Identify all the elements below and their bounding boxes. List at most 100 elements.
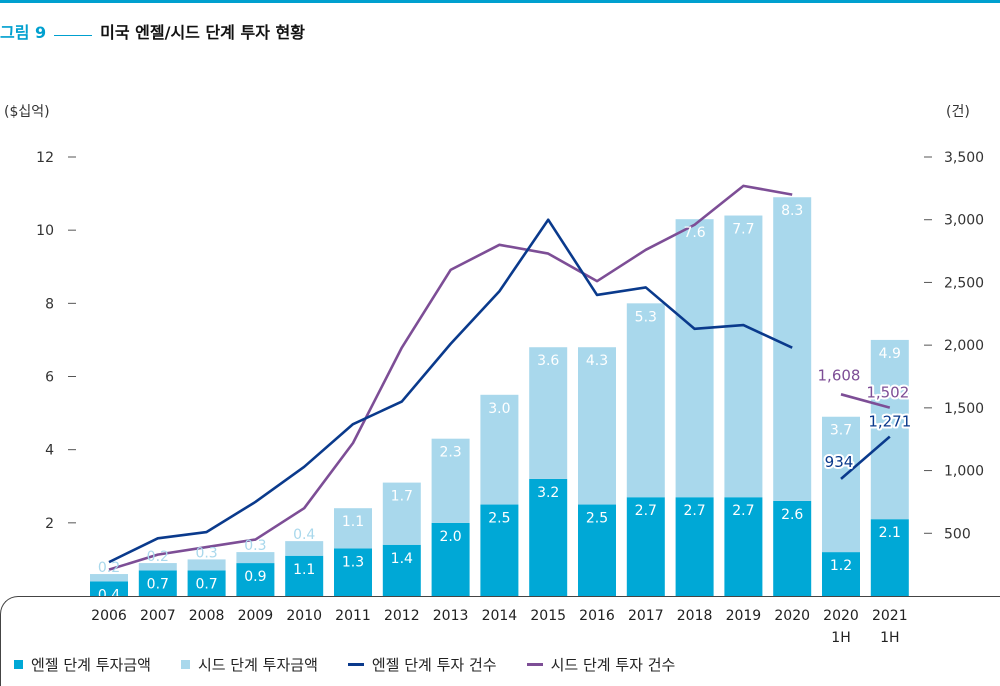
angel-count-label-2020-1h-halo: 934 <box>825 453 854 471</box>
data-label-seed-amount: 0.2 <box>98 560 120 576</box>
data-label-seed-amount: 0.2 <box>147 549 169 565</box>
bar-seed-amount <box>870 339 909 520</box>
data-label-angel-amount: 2.0 <box>439 529 461 545</box>
bar-angel-amount <box>773 500 812 596</box>
data-label-angel-amount: 0.4 <box>98 587 120 603</box>
bar-angel-amount <box>724 497 763 596</box>
data-label-seed-amount: 1.1 <box>342 514 364 530</box>
data-label-angel-amount: 2.5 <box>586 511 608 527</box>
x-axis-tick-label: 2016 <box>579 608 615 624</box>
legend-item-angel-amount: 엔젤 단계 투자금액 <box>14 654 151 675</box>
data-label-angel-amount: 1.3 <box>342 554 364 570</box>
legend-item-seed-amount: 시드 단계 투자금액 <box>180 654 318 675</box>
figure-title: 미국 엔젤/시드 단계 투자 현황 <box>100 23 305 42</box>
legend-label: 시드 단계 투자금액 <box>197 656 318 674</box>
right-axis-unit: (건) <box>946 104 970 120</box>
axes: 2 4 6 8 10 12 500 1,000 1,500 2,000 2,500 3,000 3,50… <box>36 150 984 646</box>
bar-seed-amount <box>773 197 812 501</box>
bar-angel-amount <box>431 522 470 596</box>
bar-angel-amount <box>529 478 568 596</box>
data-label-seed-amount: 0.3 <box>195 545 217 561</box>
left-axis-tick-label: 6 <box>45 370 54 386</box>
data-label-angel-amount: 1.1 <box>293 562 315 578</box>
bar-angel-amount <box>90 581 128 596</box>
x-axis-tick-label: 2020 <box>774 608 810 624</box>
legend-swatch <box>347 663 364 666</box>
data-label-angel-amount: 1.2 <box>830 558 852 574</box>
bar-angel-amount <box>187 570 226 596</box>
data-label-seed-amount: 0.4 <box>293 527 315 543</box>
data-label-seed-amount: 7.6 <box>683 225 705 241</box>
angel-count-label-2021-1h-halo: 1,271 <box>868 413 911 431</box>
seed-count-label-2020-1h-halo: 1,608 <box>818 366 861 384</box>
x-axis-tick-label: 2006 <box>91 608 127 624</box>
angel-count-line-half-year <box>840 435 891 480</box>
left-axis-unit: ($십억) <box>4 104 50 120</box>
data-label-angel-amount: 2.7 <box>683 503 705 519</box>
right-axis-tick-label: 1,000 <box>944 464 984 480</box>
figure-header: 그림 9 미국 엔젤/시드 단계 투자 현황 <box>0 18 305 44</box>
right-axis-tick-label: 3,000 <box>944 213 984 229</box>
data-label-angel-amount: 0.7 <box>147 576 169 592</box>
bar-angel-amount <box>334 548 372 596</box>
data-label-seed-amount: 1.7 <box>391 489 413 505</box>
right-axis-tick-label: 500 <box>944 526 971 542</box>
figure-number: 그림 9 <box>0 23 47 42</box>
seed-count-label-2020-1h: 1,608 <box>818 366 861 384</box>
legend-item-seed-count: 시드 단계 투자 건수 <box>526 654 675 675</box>
x-axis-tick-label: 1H <box>831 630 850 646</box>
bar-seed-amount <box>236 552 275 564</box>
data-label-angel-amount: 2.7 <box>635 503 657 519</box>
bar-seed-amount <box>529 347 568 479</box>
data-label-angel-amount: 1.4 <box>391 551 413 567</box>
bar-seed-amount <box>431 438 470 523</box>
bar-seed-amount <box>382 482 421 545</box>
left-axis-tick-label: 4 <box>45 443 54 459</box>
seed-count-line-half-year <box>840 393 891 409</box>
angel-count-label-2020-1h: 934 <box>825 453 854 471</box>
data-label-seed-amount: 3.7 <box>830 423 852 439</box>
angel-count-label-2021-1h: 1,271 <box>868 413 911 431</box>
x-axis-tick-label: 2007 <box>140 608 176 624</box>
bar-seed-amount <box>626 303 665 498</box>
right-axis-tick-label: 1,500 <box>944 401 984 417</box>
x-axis-tick-label: 2015 <box>530 608 566 624</box>
data-label-angel-amount: 2.7 <box>732 503 754 519</box>
lines <box>108 184 891 571</box>
bar-seed-amount <box>724 215 763 498</box>
bar-seed-amount <box>334 508 372 549</box>
right-axis-tick-label: 2,000 <box>944 338 984 354</box>
data-label-seed-amount: 4.3 <box>586 353 608 369</box>
x-axis-tick-label: 2011 <box>335 608 371 624</box>
data-label-angel-amount: 2.1 <box>879 525 901 541</box>
angel-count-line <box>108 218 793 564</box>
data-label-seed-amount: 7.7 <box>732 222 754 238</box>
legend: 엔젤 단계 투자금액 시드 단계 투자금액 엔젤 단계 투자 건수 시드 단계 … <box>14 654 705 675</box>
seed-count-label-2021-1h-halo: 1,502 <box>866 384 909 402</box>
bar-seed-amount <box>480 394 519 505</box>
data-label-angel-amount: 2.6 <box>781 507 803 523</box>
bar-seed-amount <box>675 219 714 498</box>
bar-angel-amount <box>822 552 860 596</box>
bar-angel-amount <box>626 497 665 596</box>
data-label-angel-amount: 2.5 <box>488 511 510 527</box>
left-axis-tick-label: 12 <box>36 150 54 166</box>
legend-swatch <box>180 660 190 669</box>
x-axis-tick-label: 2014 <box>482 608 518 624</box>
left-axis-tick-label: 10 <box>36 223 54 239</box>
seed-count-line <box>108 184 793 571</box>
bar-seed-amount <box>138 563 177 571</box>
legend-label: 엔젤 단계 투자 건수 <box>371 656 497 674</box>
bars <box>90 197 909 596</box>
x-axis-tick-label: 2013 <box>433 608 469 624</box>
data-label-seed-amount: 8.3 <box>781 203 803 219</box>
bar-angel-amount <box>675 497 714 596</box>
bar-angel-amount <box>285 555 324 596</box>
data-label-angel-amount: 0.9 <box>244 569 266 585</box>
data-label-seed-amount: 2.3 <box>439 445 461 461</box>
data-labels: 0.4 0.2 0.7 0.2 0.7 0.3 0.9 0.3 1.1 0.4 1.3 1.1 1.4 1… <box>98 203 913 603</box>
legend-label: 엔젤 단계 투자금액 <box>31 656 151 674</box>
x-axis-tick-label: 2018 <box>677 608 713 624</box>
right-axis-tick-label: 2,500 <box>944 275 984 291</box>
